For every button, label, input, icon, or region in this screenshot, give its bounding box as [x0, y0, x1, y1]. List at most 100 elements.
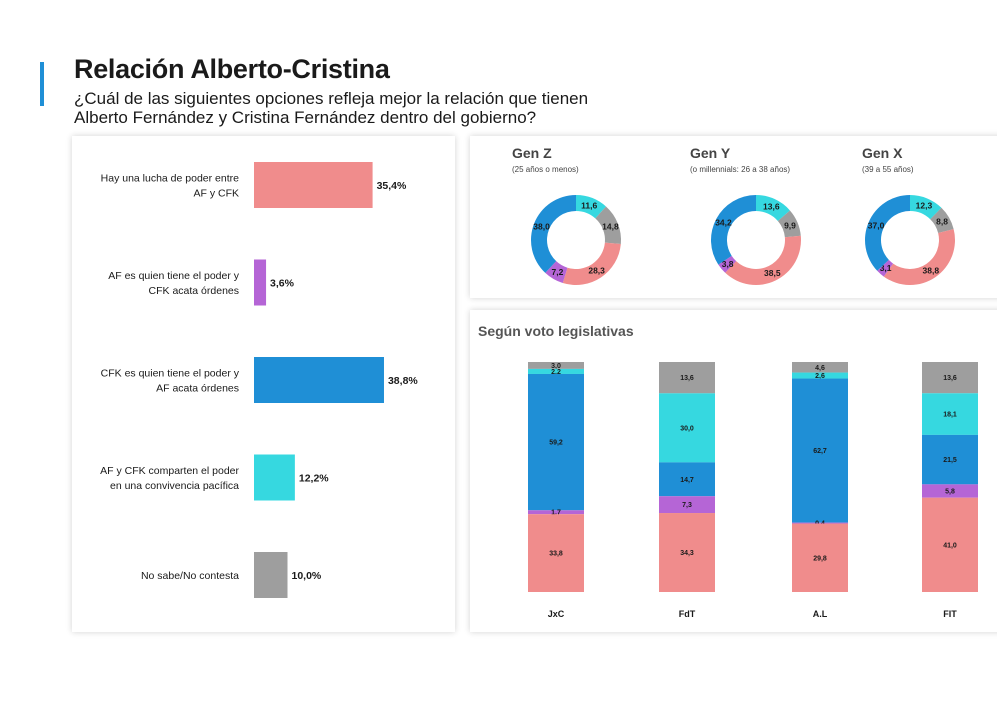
- stacked-segment: [528, 510, 584, 515]
- stacked-segment: [659, 496, 715, 514]
- donut-slice: [777, 210, 801, 238]
- subtitle-line-1: ¿Cuál de las siguientes opciones refleja…: [74, 89, 589, 108]
- value-label: 3,6%: [270, 278, 295, 290]
- stacked-segment: [922, 362, 978, 394]
- value-label: 10,0%: [292, 570, 322, 582]
- party-label: JxC: [548, 609, 565, 619]
- stacked-segment: [528, 373, 584, 511]
- segment-value-label: 14,7: [680, 477, 694, 484]
- category-label: No sabe/No contesta: [141, 570, 239, 582]
- stacked-segment: [528, 362, 584, 369]
- segment-value-label: 30,0: [680, 425, 694, 432]
- stacked-segment: [792, 522, 848, 524]
- category-label: AF acata órdenes: [156, 383, 239, 395]
- category-label: CFK es quien tiene el poder y: [101, 368, 240, 380]
- overall-bar: [254, 162, 373, 208]
- page-subtitle: ¿Cuál de las siguientes opciones refleja…: [74, 89, 714, 127]
- donut-slice: [711, 195, 756, 265]
- category-label: en una convivencia pacífica: [110, 480, 239, 492]
- stacked-segment: [922, 484, 978, 498]
- stacked-segment: [659, 393, 715, 463]
- segment-value-label: 13,6: [680, 375, 694, 382]
- donut-value-label: 37,0: [868, 220, 885, 230]
- party-label: A.L: [813, 609, 828, 619]
- category-label: AF y CFK comparten el poder: [100, 465, 239, 477]
- overall-bar: [254, 454, 295, 501]
- party-label: FdT: [679, 609, 696, 619]
- segment-value-label: 18,1: [943, 412, 957, 419]
- donut-value-label: 8,8: [936, 217, 948, 227]
- generation-title: Gen X: [862, 145, 903, 161]
- donut-slice: [545, 261, 568, 284]
- value-label: 35,4%: [377, 180, 407, 192]
- donut-value-label: 9,9: [784, 220, 796, 230]
- donut-value-label: 12,3: [916, 201, 933, 211]
- donut-value-label: 38,5: [764, 268, 781, 278]
- stacked-segment: [528, 514, 584, 592]
- vote-stacked-bar-chart: Según voto legislativas 3,02,2 59,2 1,7 33,8…: [478, 323, 978, 619]
- donut-slice: [562, 242, 621, 285]
- donut-value-label: 28,3: [588, 266, 605, 276]
- party-label: FIT: [943, 609, 957, 619]
- donut-value-label: 11,6: [581, 200, 597, 210]
- value-label: 12,2%: [299, 473, 329, 485]
- donut-slice: [576, 195, 606, 219]
- overall-results-panel: Hay una lucha de poder entre AF y CFK 35,4…: [72, 136, 455, 632]
- overall-bar: [254, 357, 384, 403]
- generation-title: Gen Y: [690, 145, 731, 161]
- donut-value-label: 7,2: [552, 267, 564, 277]
- title-accent-bar: [40, 62, 44, 106]
- donut-value-label: 34,2: [715, 217, 732, 227]
- overall-bar: [254, 259, 267, 306]
- donut-slice: [877, 259, 894, 277]
- generation-title: Gen Z: [512, 145, 552, 161]
- donut-slice: [595, 206, 621, 245]
- generation-subtitle: (39 a 55 años): [862, 165, 914, 174]
- donut-value-label: 13,6: [763, 201, 780, 211]
- stacked-segment: [922, 393, 978, 435]
- donut-slice: [930, 207, 954, 233]
- category-label: Hay una lucha de poder entre: [101, 173, 240, 185]
- donut-value-label: 14,8: [602, 221, 619, 231]
- donut-value-label: 3,1: [880, 263, 892, 273]
- category-label: CFK acata órdenes: [149, 285, 239, 297]
- category-label: AF y CFK: [193, 188, 239, 200]
- donut-value-label: 38,0: [533, 221, 550, 231]
- segment-value-label: 3,0: [551, 363, 561, 370]
- vote-chart-title: Según voto legislativas: [478, 323, 634, 339]
- stacked-segment: [922, 497, 978, 592]
- generation-subtitle: (o millennials: 26 a 38 años): [690, 165, 790, 174]
- segment-value-label: 1,7: [551, 510, 561, 517]
- overall-bar-chart: Hay una lucha de poder entre AF y CFK 35,4…: [100, 162, 418, 598]
- stacked-segment: [792, 372, 848, 379]
- donut-slice: [756, 195, 790, 221]
- stacked-segment: [659, 462, 715, 497]
- value-label: 38,8%: [388, 375, 418, 387]
- segment-value-label: 33,8: [549, 551, 563, 558]
- stacked-segment: [792, 523, 848, 592]
- donut-slice: [718, 255, 737, 273]
- donut-value-label: 3,8: [722, 259, 734, 269]
- overall-bar: [254, 552, 288, 598]
- segment-value-label: 41,0: [943, 542, 957, 549]
- donut-slice: [531, 195, 576, 273]
- segment-value-label: 34,3: [680, 550, 694, 557]
- segment-value-label: 2,2: [551, 369, 561, 376]
- stacked-segment: [922, 434, 978, 485]
- donut-slice: [883, 229, 955, 285]
- donut-slice: [910, 195, 942, 220]
- segment-value-label: 21,5: [943, 457, 957, 464]
- generation-donut-charts: Gen Z (25 años o menos) 11,6 14,8 28,3 7,2 38,…: [512, 145, 955, 285]
- generation-subtitle: (25 años o menos): [512, 165, 579, 174]
- donut-slice: [725, 235, 801, 285]
- segment-value-label: 29,8: [813, 555, 827, 562]
- segment-value-label: 59,2: [549, 440, 563, 447]
- stacked-segment: [792, 362, 848, 373]
- vote-panel: Según voto legislativas 3,0 2,2 59,2 1,7 33,8…: [470, 310, 997, 632]
- category-label: AF es quien tiene el poder y: [108, 270, 239, 282]
- subtitle-line-2: Alberto Fernández y Cristina Fernández d…: [74, 108, 537, 127]
- generation-panel: Gen Z (25 años o menos) 11,6 14,8 28,3 7,2 38,…: [470, 136, 997, 298]
- segment-value-label: 62,7: [813, 448, 827, 455]
- stacked-segment: [659, 362, 715, 394]
- segment-value-label: 13,6: [943, 375, 957, 382]
